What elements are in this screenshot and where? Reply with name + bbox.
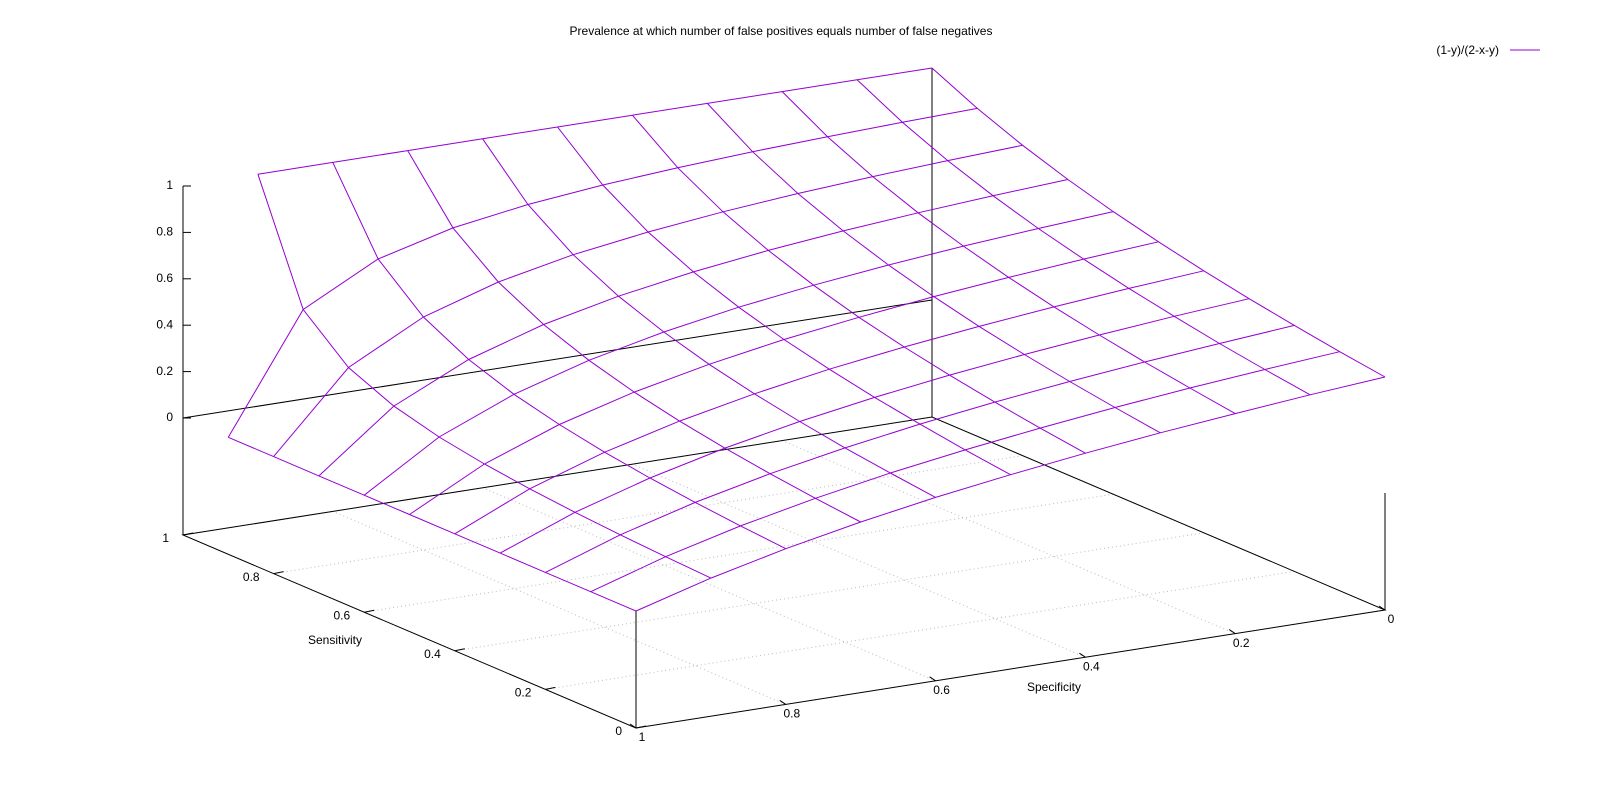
z-tick-label: 0.2: [156, 364, 173, 378]
x-tick-label: 0.6: [334, 608, 351, 622]
x-tick: [182, 532, 194, 536]
y-tick: [1378, 605, 1386, 611]
grid-line: [782, 440, 1236, 635]
y-tick: [779, 699, 787, 705]
x-tick: [545, 686, 556, 690]
y-tick: [929, 676, 936, 682]
surface-line: [482, 138, 936, 498]
z-tick-label: 0.6: [156, 271, 173, 285]
chart-title: Prevalence at which number of false posi…: [570, 24, 993, 38]
surface-line: [257, 67, 933, 175]
y-tick: [1079, 652, 1086, 658]
surface-line: [557, 126, 1011, 476]
x-tick-label: 1: [162, 531, 169, 545]
y-tick-label: 1: [639, 730, 646, 744]
surface-line: [590, 351, 1340, 593]
grid-line: [332, 510, 786, 705]
surface-line: [409, 241, 1159, 515]
y-tick: [629, 723, 637, 729]
y-tick-label: 0.6: [933, 683, 950, 697]
x-tick: [364, 609, 375, 613]
x-tick: [273, 571, 284, 575]
x-axis-label: Sensitivity: [308, 633, 362, 647]
surface-line: [781, 91, 1236, 415]
grid-line: [273, 455, 1023, 575]
y-tick-label: 0.4: [1083, 659, 1100, 673]
x-tick: [635, 725, 647, 729]
legend-label: (1-y)/(2-x-y): [1436, 43, 1499, 57]
z-tick-label: 0.4: [156, 317, 173, 331]
x-tick-label: 0.4: [424, 647, 441, 661]
surface-line: [257, 174, 712, 579]
surface-line: [454, 270, 1204, 535]
x-tick-label: 0.8: [243, 570, 260, 584]
x-tick-label: 0.2: [515, 686, 532, 700]
z-tick-label: 0.8: [156, 225, 173, 239]
z-tick-label: 1: [166, 178, 173, 192]
surface-line: [228, 436, 637, 612]
surface-line: [227, 107, 978, 438]
base-box: [181, 416, 1387, 729]
grid-line: [632, 463, 1086, 658]
grid-line: [454, 532, 1204, 652]
surface-line: [545, 324, 1295, 573]
y-tick-label: 0: [1388, 612, 1395, 626]
surface-line: [856, 79, 1311, 396]
surface-line: [332, 162, 787, 550]
z-tick-label: 0: [166, 410, 173, 424]
x-tick-label: 0: [615, 724, 622, 738]
y-axis-label: Specificity: [1027, 680, 1081, 694]
grid-line: [545, 570, 1295, 690]
surface-line: [273, 144, 1023, 457]
y-tick-label: 0.2: [1233, 636, 1250, 650]
surface-line: [931, 67, 1386, 378]
surface-line: [632, 114, 1086, 454]
grid-line: [364, 493, 1114, 613]
box-edge: [182, 299, 933, 419]
y-tick-label: 0.8: [783, 707, 800, 721]
y-tick: [1228, 629, 1236, 635]
x-tick: [454, 648, 465, 652]
surface-line: [363, 211, 1114, 496]
surface-line: [706, 103, 1161, 434]
surface-line: [635, 376, 1386, 612]
grid-line: [482, 487, 936, 682]
surface-line: [407, 150, 861, 523]
